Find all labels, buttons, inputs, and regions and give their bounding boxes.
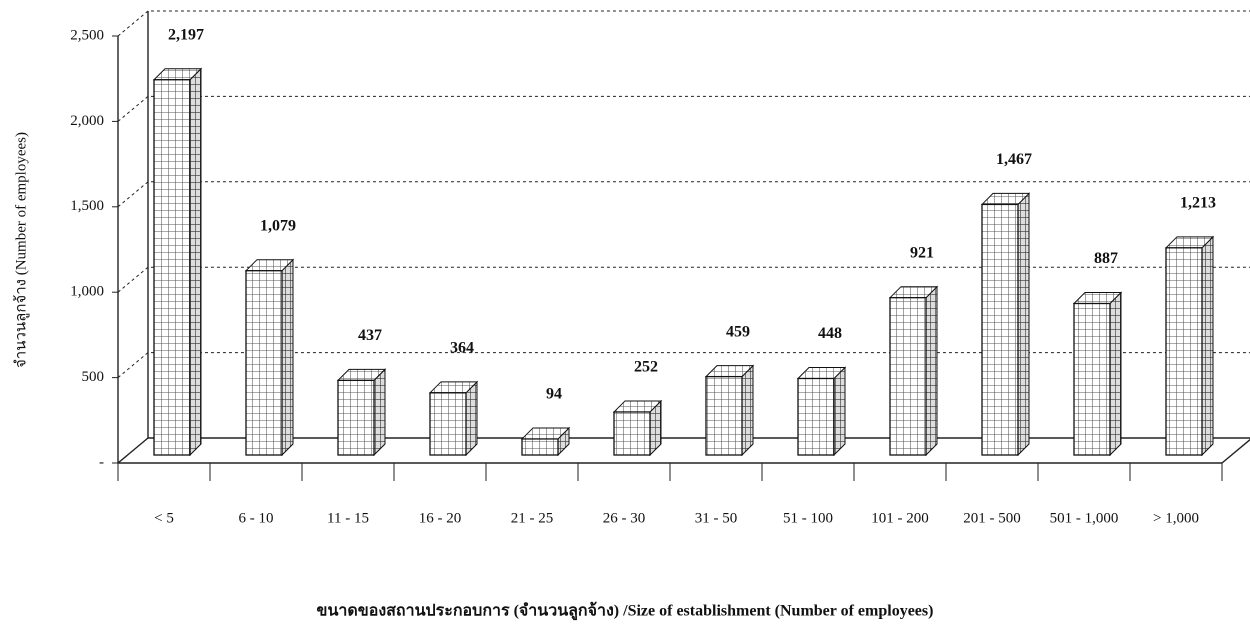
grid-line — [117, 95, 1250, 122]
bar — [889, 297, 927, 456]
x-tick-label: < 5 — [154, 510, 174, 526]
value-label: 459 — [726, 323, 750, 340]
value-label: 448 — [818, 325, 842, 342]
value-label: 252 — [634, 359, 658, 376]
grid-line — [117, 10, 1250, 37]
back-wall — [147, 11, 1250, 464]
value-label: 364 — [450, 340, 474, 357]
bar-side — [465, 380, 478, 457]
bar-side — [925, 285, 938, 457]
grid-line — [117, 352, 1250, 378]
x-tick-label: 201 - 500 — [963, 510, 1021, 526]
bar — [613, 411, 651, 456]
x-tick-label: 16 - 20 — [419, 510, 462, 526]
value-label: 887 — [1094, 250, 1118, 267]
x-tick-label: 31 - 50 — [695, 510, 738, 526]
bar-side — [1201, 235, 1214, 457]
grid-line — [117, 266, 1250, 293]
grid-line — [117, 181, 1250, 208]
bar — [1165, 247, 1203, 456]
y-tick-label: 1,500 — [70, 198, 104, 214]
value-label: 1,079 — [260, 217, 296, 234]
x-tick-label: 21 - 25 — [511, 510, 554, 526]
y-tick-label: 2,500 — [70, 27, 104, 43]
x-tick-label: 26 - 30 — [603, 510, 646, 526]
bar — [797, 377, 835, 456]
x-tick-label: 11 - 15 — [327, 510, 369, 526]
bar — [981, 203, 1019, 456]
x-tick-label: > 1,000 — [1153, 510, 1199, 526]
bar — [705, 375, 743, 456]
x-tick-label: 51 - 100 — [783, 510, 833, 526]
y-tick-label: 500 — [82, 369, 105, 385]
value-label: 1,467 — [996, 151, 1032, 168]
bar-side — [741, 364, 754, 457]
value-label: 921 — [910, 244, 934, 261]
value-label: 2,197 — [168, 26, 204, 43]
bar — [337, 379, 375, 456]
y-tick-label: 2,000 — [70, 113, 104, 129]
x-tick-label: 6 - 10 — [239, 510, 274, 526]
bar — [521, 438, 559, 456]
value-label: 437 — [358, 327, 382, 344]
bar-side — [281, 258, 294, 457]
value-label: 94 — [546, 386, 562, 403]
x-tick-label: 501 - 1,000 — [1050, 510, 1119, 526]
y-axis-title: จำนวนลูกจ้าง (Number of employees) — [12, 132, 29, 368]
x-tick-label: 101 - 200 — [871, 510, 929, 526]
bar-side — [1017, 192, 1030, 457]
value-label: 1,213 — [1180, 194, 1216, 211]
bar — [429, 392, 467, 456]
bar — [153, 79, 191, 456]
y-tick-label: - — [99, 454, 104, 470]
bar-side — [373, 368, 386, 457]
x-axis-title: ขนาดของสถานประกอบการ (จำนวนลูกจ้าง) /Siz… — [317, 602, 934, 622]
bar-side — [189, 67, 202, 457]
bar — [1073, 302, 1111, 456]
bar-side — [833, 366, 846, 457]
bar-side — [1109, 291, 1122, 457]
y-tick-label: 1,000 — [70, 284, 104, 300]
bar — [245, 270, 283, 456]
